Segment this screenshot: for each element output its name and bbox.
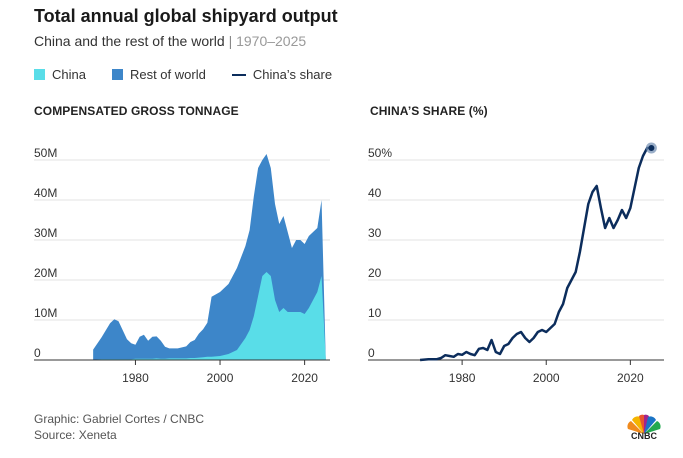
legend-swatch-share xyxy=(231,73,246,76)
source-text: Source: Xeneta xyxy=(34,428,117,442)
subtitle-range: 1970–2025 xyxy=(236,33,307,49)
right-y-tick-label: 20 xyxy=(368,266,382,280)
left-y-tick-label: 50M xyxy=(34,146,57,160)
left-panel-title: COMPENSATED GROSS TONNAGE xyxy=(34,104,239,118)
legend-item-rest: Rest of world xyxy=(111,67,206,82)
legend-item-share: China’s share xyxy=(231,67,333,82)
legend-item-china: China xyxy=(34,67,86,82)
left-y-tick-label: 0 xyxy=(34,346,41,360)
cnbc-peacock-icon xyxy=(627,414,661,434)
left-y-tick-label: 30M xyxy=(34,226,57,240)
left-y-tick-label: 40M xyxy=(34,186,57,200)
share-end-point xyxy=(648,145,655,151)
legend-swatch-china xyxy=(34,69,45,80)
right-y-tick-label: 0 xyxy=(368,346,375,360)
right-x-tick-label: 2000 xyxy=(533,371,560,385)
chart-subtitle: China and the rest of the world | 1970–2… xyxy=(34,33,306,49)
legend: China Rest of world China’s share xyxy=(34,67,358,82)
subtitle-separator: | xyxy=(228,33,233,49)
china-area xyxy=(93,272,326,360)
chart-title: Total annual global shipyard output xyxy=(34,6,338,26)
tonnage-area-chart: 50M 40M 30M 20M 10M 0 1980 2000 2020 xyxy=(34,146,330,385)
subtitle-main: China and the rest of the world xyxy=(34,33,225,49)
right-y-tick-label: 10 xyxy=(368,306,382,320)
right-x-tick-label: 1980 xyxy=(449,371,476,385)
right-y-tick-label: 30 xyxy=(368,226,382,240)
china-share-line-chart: 50% 40 30 20 10 0 1980 2000 2020 xyxy=(368,142,664,385)
left-x-tick-label: 2000 xyxy=(207,371,234,385)
cnbc-logo-text: CNBC xyxy=(631,431,657,441)
legend-label-rest: Rest of world xyxy=(129,67,206,82)
right-x-tick-label: 2020 xyxy=(617,371,644,385)
legend-label-china: China xyxy=(52,67,86,82)
left-y-tick-label: 20M xyxy=(34,266,57,280)
right-y-tick-label: 40 xyxy=(368,186,382,200)
left-x-tick-label: 2020 xyxy=(291,371,318,385)
left-y-tick-label: 10M xyxy=(34,306,57,320)
right-y-tick-label: 50% xyxy=(368,146,392,160)
right-panel-title: CHINA’S SHARE (%) xyxy=(370,104,488,118)
credit-text: Graphic: Gabriel Cortes / CNBC xyxy=(34,412,205,426)
left-x-tick-label: 1980 xyxy=(122,371,149,385)
legend-swatch-rest xyxy=(111,69,123,80)
legend-label-share: China’s share xyxy=(252,67,333,82)
china-share-line xyxy=(419,146,652,362)
